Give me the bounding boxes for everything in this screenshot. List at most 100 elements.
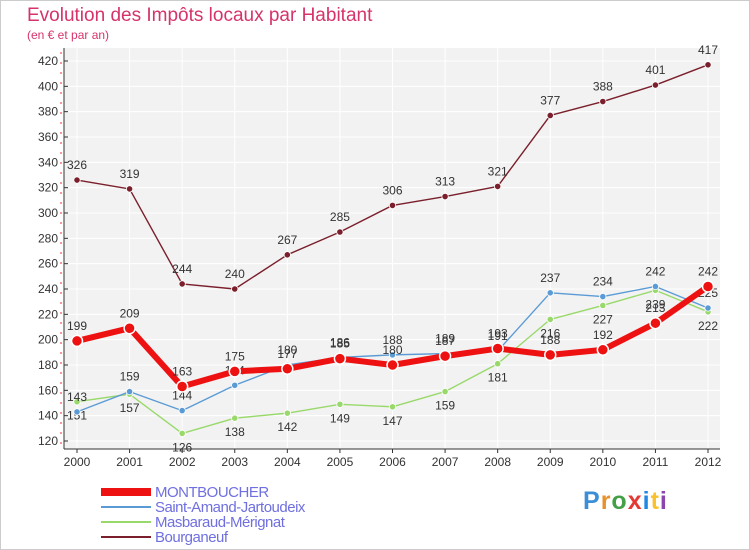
y-tick-label: 140 bbox=[38, 409, 58, 423]
x-tick-label: 2010 bbox=[589, 455, 616, 469]
data-label-montboucher: 177 bbox=[277, 347, 297, 361]
legend-swatch bbox=[101, 488, 151, 496]
data-label-bourganeuf: 319 bbox=[120, 167, 140, 181]
y-tick-label: 260 bbox=[38, 257, 58, 271]
data-label-masbaraud-merignat: 222 bbox=[698, 319, 718, 333]
data-label-montboucher: 242 bbox=[698, 264, 718, 278]
data-point-bourganeuf bbox=[651, 81, 660, 89]
data-point-masbaraud-merignat bbox=[231, 414, 239, 422]
data-label-saint-amand-jartoudeix: 144 bbox=[172, 389, 192, 403]
data-point-saint-amand-jartoudeix bbox=[599, 292, 607, 301]
data-point-bourganeuf bbox=[283, 251, 291, 259]
data-label-montboucher: 175 bbox=[225, 349, 245, 363]
data-label-masbaraud-merignat: 151 bbox=[67, 409, 87, 423]
data-label-bourganeuf: 306 bbox=[382, 183, 402, 197]
y-tick-label: 180 bbox=[38, 358, 58, 372]
data-point-bourganeuf bbox=[599, 97, 607, 106]
logo-letter: o bbox=[611, 487, 628, 515]
data-label-montboucher: 213 bbox=[645, 301, 665, 315]
data-label-bourganeuf: 401 bbox=[645, 63, 665, 77]
data-point-masbaraud-merignat bbox=[388, 403, 397, 411]
x-tick-label: 2008 bbox=[484, 455, 511, 469]
data-label-bourganeuf: 267 bbox=[277, 233, 297, 247]
logo-letter: P bbox=[583, 487, 601, 515]
data-point-montboucher bbox=[70, 334, 84, 348]
data-point-masbaraud-merignat bbox=[441, 387, 449, 396]
logo-letter: t bbox=[650, 487, 660, 515]
data-label-saint-amand-jartoudeix: 159 bbox=[120, 370, 140, 384]
data-label-saint-amand-jartoudeix: 188 bbox=[382, 333, 402, 347]
data-label-montboucher: 180 bbox=[382, 343, 402, 357]
data-label-saint-amand-jartoudeix: 234 bbox=[593, 275, 613, 289]
x-tick-label: 2001 bbox=[116, 455, 143, 469]
data-label-montboucher: 209 bbox=[120, 306, 140, 320]
data-label-saint-amand-jartoudeix: 180 bbox=[277, 343, 297, 357]
data-point-bourganeuf bbox=[73, 176, 81, 184]
data-point-masbaraud-merignat bbox=[336, 400, 344, 408]
data-label-saint-amand-jartoudeix: 237 bbox=[540, 271, 560, 285]
data-label-montboucher: 199 bbox=[67, 319, 87, 333]
data-label-bourganeuf: 244 bbox=[172, 262, 192, 276]
x-tick-label: 2006 bbox=[379, 455, 406, 469]
data-label-montboucher: 185 bbox=[330, 337, 350, 351]
data-label-montboucher: 188 bbox=[540, 333, 560, 347]
data-point-montboucher bbox=[386, 358, 399, 372]
data-label-bourganeuf: 326 bbox=[67, 158, 87, 172]
data-label-bourganeuf: 388 bbox=[593, 80, 613, 94]
x-tick-label: 2009 bbox=[537, 455, 564, 469]
data-point-masbaraud-merignat bbox=[73, 398, 81, 406]
x-tick-label: 2007 bbox=[432, 455, 459, 469]
data-label-montboucher: 187 bbox=[435, 334, 455, 348]
data-point-saint-amand-jartoudeix bbox=[546, 289, 554, 297]
data-point-montboucher bbox=[333, 352, 347, 365]
logo-letter: r bbox=[600, 487, 612, 515]
logo-letter: i bbox=[659, 487, 668, 515]
data-label-masbaraud-merignat: 149 bbox=[330, 411, 350, 425]
data-point-montboucher bbox=[438, 349, 452, 363]
data-point-saint-amand-jartoudeix bbox=[231, 381, 239, 389]
data-point-montboucher bbox=[228, 365, 241, 378]
data-label-masbaraud-merignat: 216 bbox=[540, 326, 560, 340]
x-tick-label: 2011 bbox=[643, 455, 669, 469]
data-point-saint-amand-jartoudeix bbox=[388, 351, 397, 359]
logo-letter: x bbox=[627, 487, 643, 515]
data-label-bourganeuf: 321 bbox=[488, 164, 508, 178]
data-point-masbaraud-merignat bbox=[178, 429, 186, 437]
x-tick-label: 2005 bbox=[327, 455, 354, 469]
x-tick-label: 2002 bbox=[169, 455, 196, 469]
data-point-saint-amand-jartoudeix bbox=[73, 408, 81, 416]
logo-letter: i bbox=[642, 487, 651, 515]
data-label-montboucher: 163 bbox=[172, 365, 192, 379]
legend-swatch bbox=[101, 506, 151, 508]
y-tick-label: 220 bbox=[38, 307, 58, 321]
y-tick-label: 340 bbox=[38, 155, 58, 169]
data-point-montboucher bbox=[701, 280, 715, 293]
data-label-saint-amand-jartoudeix: 186 bbox=[330, 335, 350, 349]
y-tick-label: 320 bbox=[38, 181, 58, 195]
data-label-saint-amand-jartoudeix: 191 bbox=[488, 329, 508, 343]
data-point-montboucher bbox=[123, 322, 136, 335]
data-point-bourganeuf bbox=[336, 228, 344, 236]
legend-swatch bbox=[101, 536, 151, 538]
y-tick-label: 380 bbox=[38, 105, 58, 119]
y-tick-label: 160 bbox=[38, 383, 58, 397]
data-point-bourganeuf bbox=[178, 280, 186, 288]
data-label-masbaraud-merignat: 147 bbox=[382, 414, 402, 428]
data-label-masbaraud-merignat: 157 bbox=[120, 401, 140, 415]
data-point-bourganeuf bbox=[704, 61, 712, 69]
data-label-saint-amand-jartoudeix: 143 bbox=[67, 390, 87, 404]
data-point-bourganeuf bbox=[388, 201, 397, 209]
y-tick-label: 360 bbox=[38, 130, 58, 144]
data-label-bourganeuf: 240 bbox=[225, 267, 245, 281]
data-point-saint-amand-jartoudeix bbox=[704, 304, 712, 312]
data-label-bourganeuf: 377 bbox=[540, 93, 560, 107]
y-tick-label: 240 bbox=[38, 282, 58, 296]
data-label-masbaraud-merignat: 181 bbox=[488, 371, 508, 385]
legend-label: Masbaraud-Mérignat bbox=[155, 514, 285, 531]
data-label-masbaraud-merignat: 138 bbox=[225, 425, 245, 439]
y-tick-label: 200 bbox=[38, 333, 58, 347]
data-point-bourganeuf bbox=[546, 111, 554, 120]
data-point-montboucher bbox=[175, 380, 189, 393]
